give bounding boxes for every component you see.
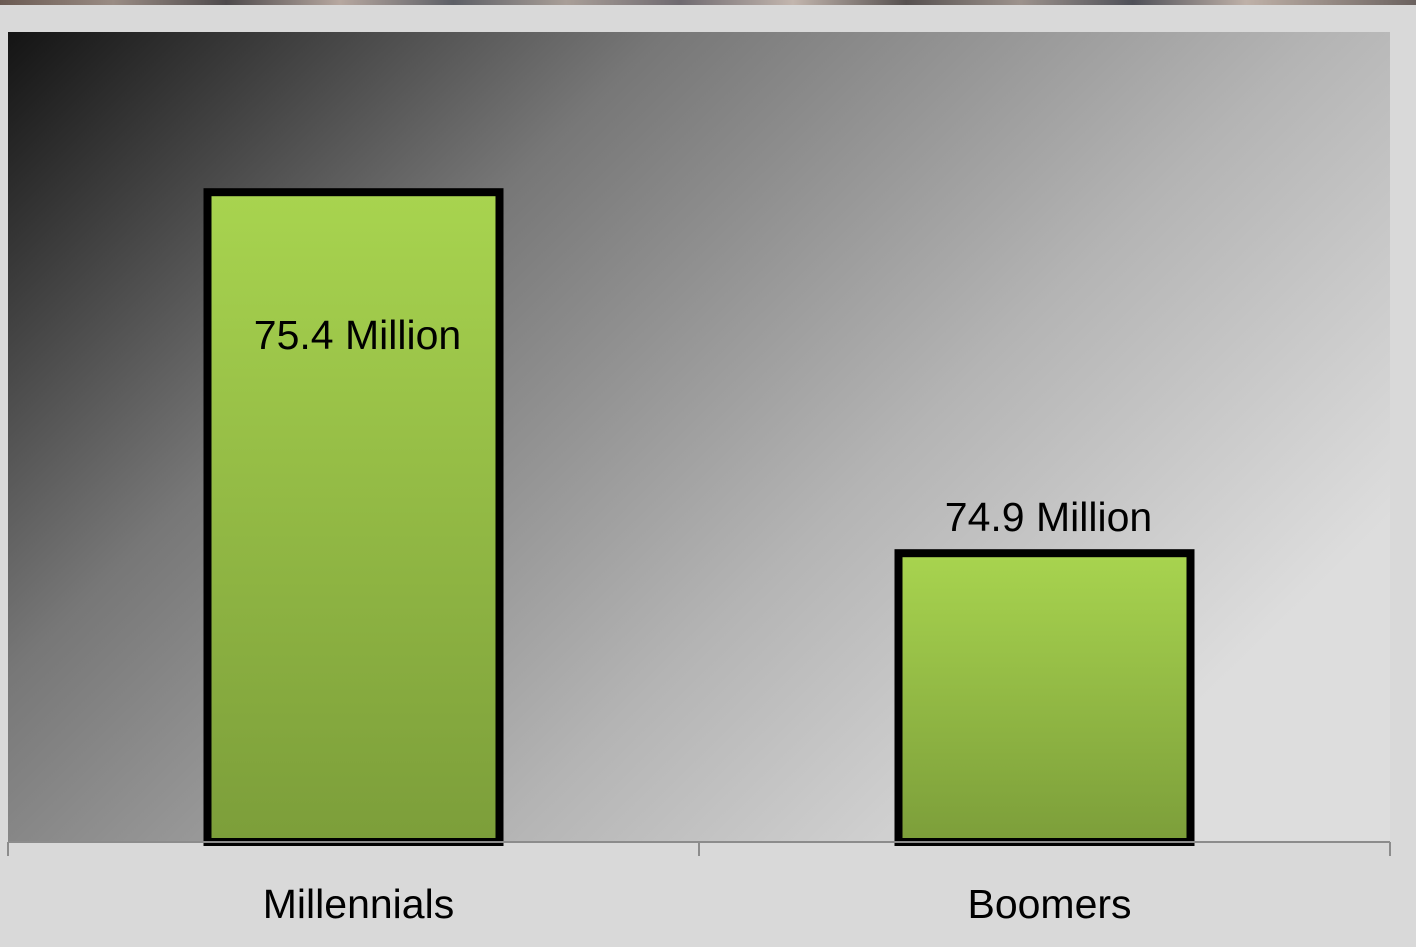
category-label-boomers: Boomers (967, 881, 1131, 927)
bar-millennials (203, 188, 504, 846)
bar-boomers (894, 549, 1195, 846)
category-label-millennials: Millennials (263, 881, 454, 927)
header-photo-strip (0, 0, 1416, 5)
data-label-millennials: 75.4 Million (254, 312, 461, 358)
data-label-boomers: 74.9 Million (945, 494, 1152, 540)
x-axis (7, 841, 1391, 856)
